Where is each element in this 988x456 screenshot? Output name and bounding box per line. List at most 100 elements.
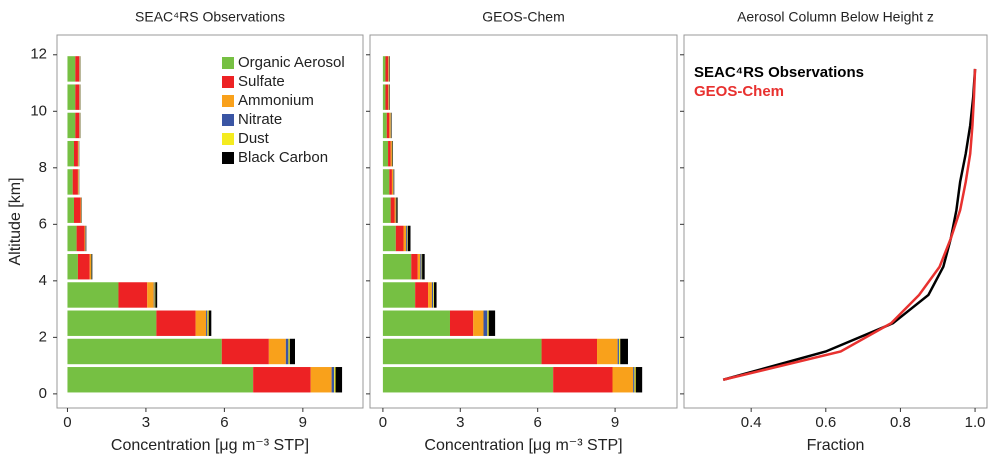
- bar-segment: [67, 56, 76, 82]
- bar-segment: [612, 367, 634, 393]
- bar-segment: [118, 282, 148, 308]
- bar-segment: [385, 84, 389, 110]
- bar-segment: [386, 112, 390, 139]
- x-tick-label: 0.4: [741, 414, 762, 431]
- bar-segment: [80, 197, 82, 223]
- bar-segment: [334, 367, 336, 393]
- bar-segment: [75, 84, 80, 110]
- bar-segment: [487, 310, 489, 336]
- bar-segment: [77, 169, 79, 195]
- bar-segment: [394, 197, 396, 223]
- bar-segment: [156, 310, 196, 336]
- panel-title: SEAC⁴RS Observations: [135, 9, 285, 25]
- bar-segment: [253, 367, 311, 393]
- bar-segment: [74, 197, 81, 223]
- bar-segment: [288, 338, 290, 365]
- bar-segment: [154, 282, 156, 308]
- bar-segment: [541, 338, 598, 365]
- bar-segment: [382, 367, 554, 393]
- x-tick-label: 6: [220, 414, 228, 431]
- bar-segment: [207, 310, 209, 336]
- y-tick-label: 0: [39, 385, 47, 402]
- panel-title: Aerosol Column Below Height z: [737, 9, 934, 25]
- bar-segment: [155, 282, 158, 308]
- bar-segment: [72, 169, 78, 195]
- bar-segment: [91, 253, 93, 280]
- bar-segment: [433, 282, 434, 308]
- bar-segment: [407, 225, 408, 252]
- bar-segment: [382, 310, 450, 336]
- bar-segment: [382, 282, 416, 308]
- panel-frame: [369, 34, 678, 409]
- bar-segment: [382, 140, 389, 167]
- bar-segment: [382, 197, 391, 223]
- bar-segment: [396, 197, 398, 223]
- bar-segment: [331, 367, 335, 393]
- y-axis-label: Altitude [km]: [7, 177, 24, 265]
- bar-segment: [389, 112, 391, 139]
- bar-segment: [67, 367, 254, 393]
- bar-segment: [153, 282, 155, 308]
- bar-segment: [77, 253, 90, 280]
- legend-swatch: [222, 95, 234, 107]
- bar-segment: [620, 338, 628, 365]
- bar-segment: [617, 338, 619, 365]
- y-tick-label: 4: [39, 272, 47, 289]
- bar-segment: [67, 84, 76, 110]
- bar-segment: [67, 253, 78, 280]
- bar-segment: [388, 84, 389, 110]
- bar-segment: [382, 56, 386, 82]
- bar-segment: [415, 282, 429, 308]
- y-tick-label: 12: [30, 46, 47, 63]
- bar-segment: [388, 140, 391, 167]
- bar-segment: [67, 338, 222, 365]
- bar-segment: [75, 56, 80, 82]
- panel-frame: [683, 34, 988, 409]
- bar-segment: [388, 56, 389, 82]
- legend-label: Nitrate: [238, 111, 282, 128]
- bar-segment: [206, 310, 208, 336]
- bar-segment: [208, 310, 212, 336]
- bar-segment: [411, 253, 418, 280]
- bar-segment: [382, 225, 396, 252]
- bar-segment: [403, 225, 407, 252]
- bar-segment: [221, 338, 269, 365]
- y-tick-label: 8: [39, 159, 47, 176]
- line: [722, 68, 977, 381]
- bar-segment: [553, 367, 613, 393]
- bar-segment: [488, 310, 496, 336]
- bar-segment: [635, 367, 643, 393]
- bar-segment: [421, 253, 423, 280]
- bar-segment: [483, 310, 488, 336]
- bar-segment: [389, 84, 390, 110]
- x-tick-label: 0.8: [890, 414, 911, 431]
- legend-swatch: [222, 114, 234, 126]
- bar-segment: [67, 310, 157, 336]
- panel-frame: [56, 34, 364, 409]
- x-axis-label: Fraction: [807, 437, 865, 454]
- bar-segment: [389, 56, 390, 82]
- legend-label: Sulfate: [238, 73, 285, 90]
- x-tick-label: 6: [534, 414, 542, 431]
- bar-segment: [382, 84, 386, 110]
- bar-segment: [74, 140, 78, 167]
- bar-segment: [449, 310, 474, 336]
- x-tick-label: 3: [456, 414, 464, 431]
- legend-label: Ammonium: [238, 92, 314, 109]
- bar-segment: [76, 225, 85, 252]
- x-tick-label: 1.0: [965, 414, 986, 431]
- bar-segment: [391, 169, 394, 195]
- bar-segment: [390, 140, 392, 167]
- legend-label: Organic Aerosol: [238, 54, 345, 71]
- bar-segment: [391, 112, 392, 139]
- bar-segment: [473, 310, 484, 336]
- bar-segment: [634, 367, 636, 393]
- bar-segment: [382, 169, 390, 195]
- bar-segment: [417, 253, 421, 280]
- bar-segment: [382, 338, 542, 365]
- bar-segment: [67, 282, 119, 308]
- bar-segment: [285, 338, 289, 365]
- legend-swatch: [222, 57, 234, 69]
- bar-segment: [392, 140, 393, 167]
